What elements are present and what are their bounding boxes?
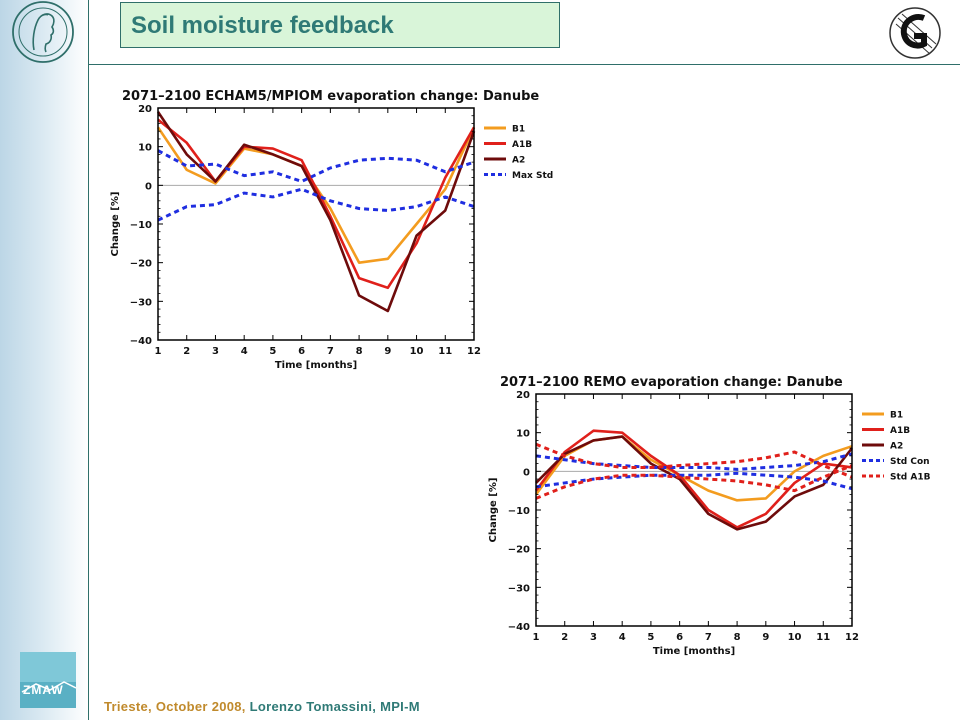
y-axis-label: Change [%] xyxy=(110,192,121,257)
header-divider xyxy=(88,64,960,65)
y-tick-label: −20 xyxy=(130,259,152,270)
title-box: Soil moisture feedback xyxy=(120,2,560,48)
x-tick-label: 11 xyxy=(438,346,452,357)
y-tick-label: −10 xyxy=(130,220,152,231)
series-line-a2 xyxy=(156,111,476,313)
x-axis-label: Time [months] xyxy=(653,646,735,657)
x-tick-label: 6 xyxy=(298,346,305,357)
slide-title: Soil moisture feedback xyxy=(131,12,394,39)
x-tick-label: 9 xyxy=(762,632,769,643)
series-line-lower-4 xyxy=(535,471,853,491)
x-tick-label: 3 xyxy=(212,346,219,357)
x-tick-label: 4 xyxy=(241,346,248,357)
x-tick-label: 10 xyxy=(788,632,802,643)
x-tick-label: 7 xyxy=(327,346,334,357)
legend-label: A2 xyxy=(512,156,525,166)
x-tick-label: 9 xyxy=(384,346,391,357)
x-tick-label: 5 xyxy=(647,632,654,643)
series-line-lower-6 xyxy=(535,464,853,500)
x-tick-label: 3 xyxy=(590,632,597,643)
footer-author: Lorenzo Tomassini, MPI-M xyxy=(249,699,420,714)
x-tick-label: 11 xyxy=(816,632,830,643)
y-tick-label: −30 xyxy=(508,583,530,594)
x-tick-label: 6 xyxy=(676,632,683,643)
y-tick-label: −30 xyxy=(130,297,152,308)
series-line-max-std xyxy=(157,149,475,183)
zmaw-logo-text: ZMAW xyxy=(23,683,64,697)
y-tick-label: 20 xyxy=(516,390,530,401)
y-tick-label: 20 xyxy=(138,104,152,115)
x-tick-label: 2 xyxy=(183,346,190,357)
y-tick-label: 10 xyxy=(516,429,530,440)
echam-evaporation-chart: 2071–2100 ECHAM5/MPIOM evaporation chang… xyxy=(110,89,553,371)
chart-title: 2071–2100 REMO evaporation change: Danub… xyxy=(500,375,843,390)
legend-label: A1B xyxy=(890,426,910,436)
y-tick-label: −20 xyxy=(508,545,530,556)
legend-label: B1 xyxy=(890,411,903,421)
x-tick-label: 7 xyxy=(705,632,712,643)
legend-label: Std Con xyxy=(890,457,930,467)
x-tick-label: 12 xyxy=(467,346,481,357)
y-tick-label: −40 xyxy=(508,622,530,633)
x-tick-label: 5 xyxy=(269,346,276,357)
legend-label: B1 xyxy=(512,125,525,135)
legend-label: Std A1B xyxy=(890,473,931,483)
legend-label: Max Std xyxy=(512,171,553,181)
x-tick-label: 8 xyxy=(356,346,363,357)
x-tick-label: 10 xyxy=(410,346,424,357)
x-tick-label: 12 xyxy=(845,632,859,643)
remo-evaporation-chart: 2071–2100 REMO evaporation change: Danub… xyxy=(488,375,931,657)
y-tick-label: −10 xyxy=(508,506,530,517)
x-tick-label: 1 xyxy=(533,632,540,643)
series-line-a2 xyxy=(535,435,854,531)
x-tick-label: 2 xyxy=(561,632,568,643)
y-tick-label: 0 xyxy=(523,467,530,478)
max-planck-seal-icon xyxy=(12,1,74,63)
plot-frame xyxy=(535,393,853,627)
y-tick-label: 10 xyxy=(138,143,152,154)
series-line-std-a1b xyxy=(535,442,853,479)
x-axis-label: Time [months] xyxy=(275,360,357,371)
x-tick-label: 4 xyxy=(619,632,626,643)
series-line-std-con xyxy=(535,452,853,471)
plot-frame xyxy=(157,107,475,341)
dkrz-icon xyxy=(889,7,941,59)
legend-label: A1B xyxy=(512,140,532,150)
y-tick-label: −40 xyxy=(130,336,152,347)
left-sidebar-band: ZMAW xyxy=(0,0,89,720)
chart-title: 2071–2100 ECHAM5/MPIOM evaporation chang… xyxy=(122,89,539,104)
x-tick-label: 8 xyxy=(734,632,741,643)
zmaw-icon xyxy=(20,652,76,708)
legend-label: A2 xyxy=(890,442,903,452)
x-tick-label: 1 xyxy=(155,346,162,357)
series-line-a1b xyxy=(534,429,853,529)
series-line-lower-4 xyxy=(157,187,475,222)
y-tick-label: 0 xyxy=(145,181,152,192)
y-axis-label: Change [%] xyxy=(488,478,499,543)
footer: Trieste, October 2008, Lorenzo Tomassini… xyxy=(104,699,420,714)
footer-location: Trieste, October 2008, xyxy=(104,699,246,714)
